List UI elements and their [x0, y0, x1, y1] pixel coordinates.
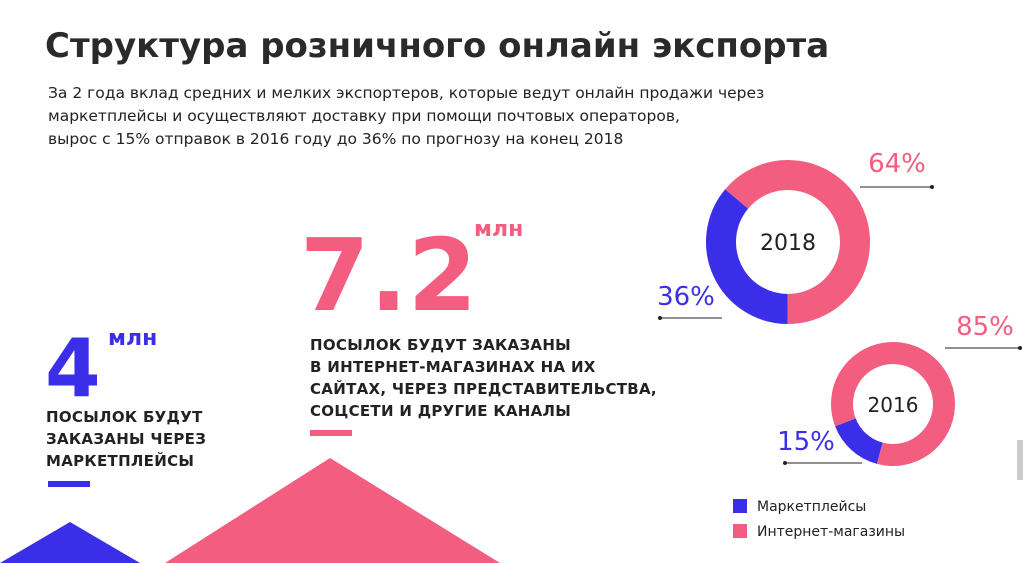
- value-label: 85%: [956, 312, 1014, 342]
- decor-triangle: [0, 522, 140, 563]
- stat-value: 4: [45, 322, 101, 415]
- donut-segment: [706, 189, 789, 324]
- stat-caption: СОЦСЕТИ И ДРУГИЕ КАНАЛЫ: [310, 402, 571, 420]
- stat-caption: ПОСЫЛОК БУДУТ ЗАКАЗАНЫ: [310, 336, 571, 354]
- leader-dot: [1018, 346, 1022, 350]
- value-label: 15%: [777, 427, 835, 457]
- subtitle: За 2 года вклад средних и мелких экспорт…: [48, 84, 764, 102]
- stat-caption: МАРКЕТПЛЕЙСЫ: [46, 451, 194, 470]
- donut-segment: [831, 342, 955, 466]
- stat-caption: ЗАКАЗАНЫ ЧЕРЕЗ: [46, 430, 206, 448]
- value-label: 64%: [868, 149, 926, 179]
- legend-swatch: [733, 499, 747, 513]
- scroll-edge: [1017, 440, 1023, 480]
- donut-title: 2018: [760, 231, 816, 256]
- decor-triangle: [165, 458, 500, 563]
- leader-dot: [658, 316, 662, 320]
- stat-caption: ПОСЫЛОК БУДУТ: [46, 408, 203, 426]
- subtitle: маркетплейсы и осуществляют доставку при…: [48, 107, 680, 125]
- donut-title: 2016: [868, 393, 919, 417]
- leader-dot: [783, 461, 787, 465]
- donut-segment: [725, 160, 870, 324]
- leader-dot: [930, 185, 934, 189]
- stat-caption: В ИНТЕРНЕТ-МАГАЗИНАХ НА ИХ: [310, 358, 596, 376]
- legend-swatch: [733, 524, 747, 538]
- value-label: 36%: [657, 282, 715, 312]
- stat-unit: млн: [108, 326, 157, 351]
- legend-label: Маркетплейсы: [757, 499, 866, 515]
- subtitle: вырос с 15% отправок в 2016 году до 36% …: [48, 130, 623, 148]
- stat-value: 7.2: [300, 217, 477, 334]
- stat-unit: млн: [474, 217, 523, 242]
- title: Структура розничного онлайн экспорта: [45, 26, 829, 66]
- donut-segment: [835, 417, 884, 464]
- stat-caption: САЙТАХ, ЧЕРЕЗ ПРЕДСТАВИТЕЛЬСТВА,: [310, 379, 657, 398]
- legend-label: Интернет-магазины: [757, 524, 905, 540]
- underline: [310, 430, 352, 436]
- underline: [48, 481, 90, 487]
